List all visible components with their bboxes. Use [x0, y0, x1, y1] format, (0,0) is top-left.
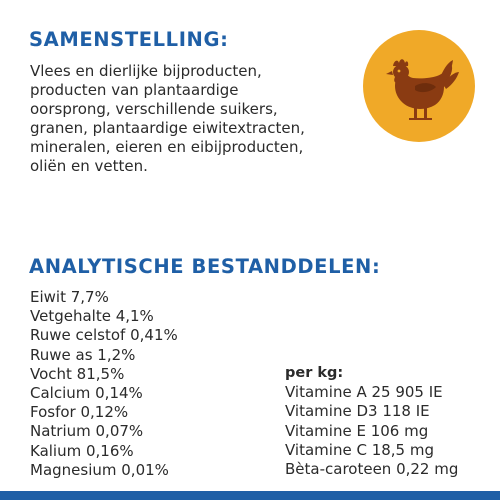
composition-text: Vlees en dierlijke bijproducten, product…	[30, 62, 360, 176]
composition-line: oorsprong, verschillende suikers,	[30, 100, 278, 118]
list-item: Vitamine E 106 mg	[285, 421, 429, 440]
list-item: Vitamine D3 118 IE	[285, 402, 430, 421]
composition-line: granen, plantaardige eiwitextracten,	[30, 119, 305, 137]
chicken-badge	[363, 30, 475, 142]
list-item: Vitamine C 18,5 mg	[285, 440, 434, 459]
list-item: Magnesium 0,01%	[30, 460, 169, 479]
composition-line: Vlees en dierlijke bijproducten,	[30, 62, 262, 80]
chicken-icon	[386, 59, 459, 120]
composition-line: producten van plantaardige	[30, 81, 239, 99]
composition-heading: SAMENSTELLING:	[29, 28, 229, 51]
composition-line: oliën en vetten.	[30, 157, 148, 175]
analysis-heading: ANALYTISCHE BESTANDDELEN:	[29, 255, 381, 278]
vitamins-heading: per kg:	[285, 365, 344, 381]
list-item: Bèta-caroteen 0,22 mg	[285, 460, 459, 479]
list-item: Vitamine A 25 905 IE	[285, 383, 443, 402]
list-item: Ruwe celstof 0,41%	[30, 326, 178, 345]
list-item: Vocht 81,5%	[30, 364, 125, 383]
list-item: Eiwit 7,7%	[30, 288, 109, 306]
vitamin-list: per kg: Vitamine A 25 905 IE Vitamine D3…	[285, 364, 458, 479]
bottom-bar	[0, 491, 500, 500]
list-item: Ruwe as 1,2%	[30, 345, 136, 364]
list-item: Fosfor 0,12%	[30, 403, 129, 422]
nutrient-list: Eiwit 7,7% Vetgehalte 4,1% Ruwe celstof …	[30, 288, 178, 480]
list-item: Calcium 0,14%	[30, 384, 143, 403]
composition-line: mineralen, eieren en eibijproducten,	[30, 138, 304, 156]
list-item: Vetgehalte 4,1%	[30, 307, 154, 326]
list-item: Natrium 0,07%	[30, 422, 144, 441]
list-item: Kalium 0,16%	[30, 441, 134, 460]
